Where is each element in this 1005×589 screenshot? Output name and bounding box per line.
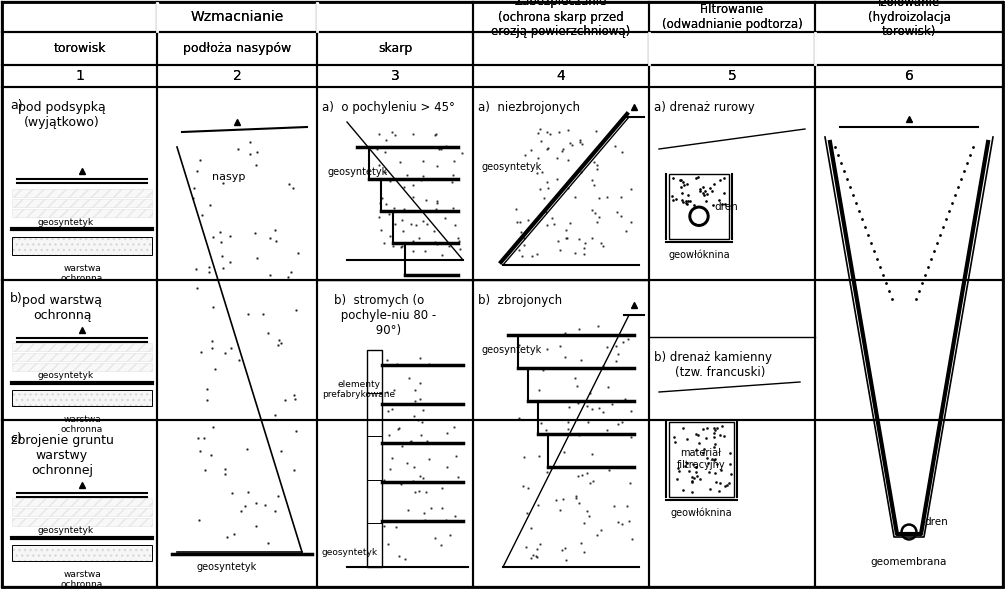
Text: b) drenaż kamienny
    (tzw. francuski): b) drenaż kamienny (tzw. francuski) xyxy=(654,351,772,379)
Bar xyxy=(12,363,152,371)
Text: a) drenaż rurowy: a) drenaż rurowy xyxy=(654,101,755,114)
Circle shape xyxy=(903,527,915,538)
Bar xyxy=(669,174,729,239)
Text: dren: dren xyxy=(714,201,738,211)
Bar xyxy=(12,209,152,217)
Text: c): c) xyxy=(10,432,22,445)
Text: Wzmacnianie: Wzmacnianie xyxy=(191,10,284,24)
Text: Zabezpieczanie
(ochrona skarp przed
erozją powierzchniową): Zabezpieczanie (ochrona skarp przed eroz… xyxy=(491,0,630,38)
Text: skarp: skarp xyxy=(378,42,412,55)
Text: b): b) xyxy=(10,292,23,305)
Bar xyxy=(12,518,152,526)
Circle shape xyxy=(689,206,709,226)
Text: 3: 3 xyxy=(391,69,399,83)
Bar xyxy=(12,498,152,506)
Bar xyxy=(12,545,152,561)
Bar xyxy=(12,189,152,197)
Text: 2: 2 xyxy=(232,69,241,83)
Text: Zabezpieczanie
(ochrona skarp przed
erozją powierzchniową): Zabezpieczanie (ochrona skarp przed eroz… xyxy=(491,0,630,38)
Text: 5: 5 xyxy=(728,69,737,83)
Text: zbrojenie gruntu
warstwy
ochronnej: zbrojenie gruntu warstwy ochronnej xyxy=(11,434,114,477)
Text: pod warstwą
ochronną: pod warstwą ochronną xyxy=(22,294,102,322)
Text: geosyntetyk: geosyntetyk xyxy=(37,371,93,380)
Text: 1: 1 xyxy=(75,69,84,83)
Bar xyxy=(12,545,152,561)
Text: geosyntetyk: geosyntetyk xyxy=(197,562,257,572)
Text: podłoża nasypów: podłoża nasypów xyxy=(183,42,291,55)
Bar xyxy=(12,343,152,351)
Text: b)  zbrojonych: b) zbrojonych xyxy=(478,294,562,307)
Text: dren: dren xyxy=(924,517,948,527)
Text: 4: 4 xyxy=(557,69,566,83)
Text: 1: 1 xyxy=(75,69,84,83)
Bar xyxy=(12,508,152,516)
Text: 2: 2 xyxy=(232,69,241,83)
Text: geosyntetyk: geosyntetyk xyxy=(481,345,542,355)
Bar xyxy=(12,390,152,406)
Circle shape xyxy=(901,524,917,540)
Text: Filtrowanie
(odwadnianie podtorza): Filtrowanie (odwadnianie podtorza) xyxy=(661,3,802,31)
Text: elementy
prefabrykowane: elementy prefabrykowane xyxy=(322,380,395,399)
Bar xyxy=(669,422,734,497)
Text: geomembrana: geomembrana xyxy=(870,557,947,567)
Text: 6: 6 xyxy=(904,69,914,83)
Text: materiał
filtracyjny: materiał filtracyjny xyxy=(676,448,726,470)
Text: geosyntetyk: geosyntetyk xyxy=(327,167,387,177)
Text: a)  o pochyleniu > 45°: a) o pochyleniu > 45° xyxy=(322,101,455,114)
Bar xyxy=(12,199,152,207)
Text: 5: 5 xyxy=(728,69,737,83)
Text: geosyntetyk: geosyntetyk xyxy=(37,218,93,227)
Text: torowisk: torowisk xyxy=(53,42,106,55)
Text: nasyp: nasyp xyxy=(212,172,245,182)
Text: geowłóknina: geowłóknina xyxy=(668,249,730,260)
Text: pod podsypką
(wyjątkowo): pod podsypką (wyjątkowo) xyxy=(18,101,106,129)
Circle shape xyxy=(692,209,706,223)
Text: geosyntetyk: geosyntetyk xyxy=(322,548,378,557)
Text: a): a) xyxy=(10,99,23,112)
Text: warstwa
ochronna: warstwa ochronna xyxy=(61,264,104,283)
Text: 4: 4 xyxy=(557,69,566,83)
Text: Wzmacnianie: Wzmacnianie xyxy=(191,10,284,24)
Text: Izolowanie
(hydroizolacja
torowisk): Izolowanie (hydroizolacja torowisk) xyxy=(867,0,951,38)
Bar xyxy=(12,237,152,255)
Text: 6: 6 xyxy=(904,69,914,83)
Text: geosyntetyk: geosyntetyk xyxy=(481,162,542,172)
Bar xyxy=(12,353,152,361)
Text: geosyntetyk: geosyntetyk xyxy=(37,526,93,535)
Text: a)  niezbrojonych: a) niezbrojonych xyxy=(478,101,580,114)
Bar xyxy=(12,237,152,255)
Text: b)  stromych (o
     pochyle-niu 80 -
     90°): b) stromych (o pochyle-niu 80 - 90°) xyxy=(322,294,436,337)
Bar xyxy=(367,350,382,567)
Text: warstwa
ochronna: warstwa ochronna xyxy=(61,570,104,589)
Text: torowisk: torowisk xyxy=(53,42,106,55)
Text: podłoża nasypów: podłoża nasypów xyxy=(183,42,291,55)
Text: Izolowanie
(hydroizolacja
torowisk): Izolowanie (hydroizolacja torowisk) xyxy=(867,0,951,38)
Bar xyxy=(12,390,152,406)
Text: 3: 3 xyxy=(391,69,399,83)
Text: skarp: skarp xyxy=(378,42,412,55)
Text: warstwa
ochronna: warstwa ochronna xyxy=(61,415,104,435)
Text: geowłóknina: geowłóknina xyxy=(670,507,732,518)
Text: Filtrowanie
(odwadnianie podtorza): Filtrowanie (odwadnianie podtorza) xyxy=(661,3,802,31)
